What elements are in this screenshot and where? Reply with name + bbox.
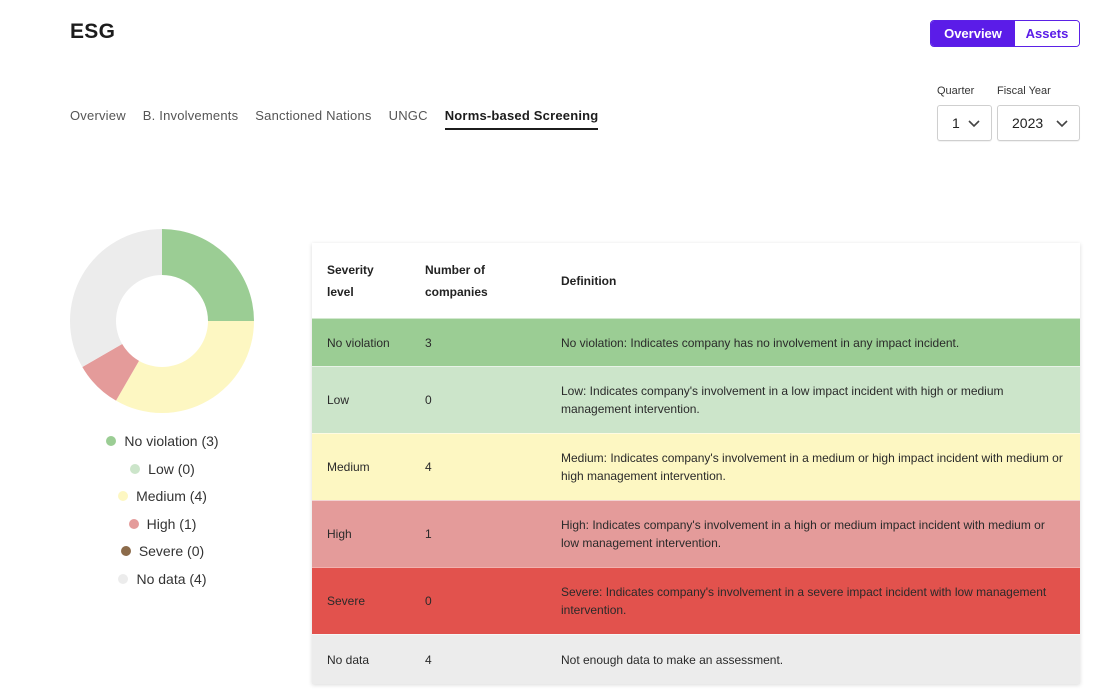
tab-sanctioned-nations[interactable]: Sanctioned Nations [255, 108, 372, 123]
table-header: Severity level Number of companies Definit… [312, 243, 1080, 318]
table-body: No violation 3 No violation: Indicates com… [312, 318, 1080, 684]
legend-item[interactable]: Low (0) [130, 460, 195, 479]
cell-count: 3 [425, 335, 432, 350]
table-row: Severe 0 Severe: Indicates company's invol… [312, 567, 1080, 634]
severity-donut-chart [70, 229, 254, 413]
donut-slice-no-data[interactable] [70, 229, 162, 367]
cell-definition: No violation: Indicates company has no i… [561, 335, 960, 350]
tab-overview[interactable]: Overview [70, 108, 126, 123]
assets-toggle-button[interactable]: Assets [1015, 21, 1079, 46]
header-number-of-companies: Number of companies [425, 262, 488, 299]
cell-severity: Severe [327, 594, 366, 608]
quarter-select[interactable]: 1 [937, 105, 992, 141]
cell-definition: Not enough data to make an assessment. [561, 652, 784, 667]
table-row: Low 0 Low: Indicates company's involvement… [312, 366, 1080, 433]
cell-definition: Low: Indicates company's involvement in … [561, 384, 1004, 416]
legend-label: Severe (0) [138, 543, 205, 560]
chevron-down-icon [968, 120, 980, 128]
header-severity-level: Severity level [327, 262, 374, 299]
cell-severity: Medium [327, 460, 370, 474]
tab-bar: Overview B. Involvements Sanctioned Nati… [70, 108, 599, 130]
cell-count: 0 [425, 594, 432, 608]
legend-dot-icon [128, 518, 139, 529]
quarter-label: Quarter [937, 85, 975, 97]
fiscal-year-select[interactable]: 2023 [997, 105, 1080, 141]
legend-item[interactable]: High (1) [128, 515, 197, 534]
table-row: Medium 4 Medium: Indicates company's invol… [312, 433, 1080, 500]
table-row: High 1 High: Indicates company's involveme… [312, 500, 1080, 567]
legend-dot-icon [120, 546, 131, 557]
table-row: No data 4 Not enough data to make an asses… [312, 634, 1080, 684]
tab-norms-based-screening[interactable]: Norms-based Screening [444, 108, 599, 130]
cell-definition: Medium: Indicates company's involvement … [561, 451, 1063, 483]
chart-legend: No violation (3) Low (0) Medium (4) High (1… [60, 432, 265, 588]
legend-dot-icon [118, 573, 129, 584]
severity-table: Severity level Number of companies Definit… [312, 243, 1080, 684]
chevron-down-icon [1056, 120, 1068, 128]
tab-ungc[interactable]: UNGC [388, 108, 428, 123]
cell-severity: Low [327, 393, 350, 407]
quarter-value: 1 [952, 115, 960, 131]
table-row: No violation 3 No violation: Indicates com… [312, 318, 1080, 366]
cell-count: 0 [425, 393, 432, 407]
cell-count: 4 [425, 652, 432, 667]
legend-label: No violation (3) [124, 433, 219, 450]
legend-label: High (1) [146, 515, 197, 532]
cell-severity: High [327, 527, 352, 541]
legend-label: No data (4) [136, 570, 207, 587]
fiscal-year-value: 2023 [1012, 115, 1044, 131]
legend-item[interactable]: No violation (3) [106, 432, 219, 451]
legend-dot-icon [106, 436, 117, 447]
cell-definition: High: Indicates company's involvement in… [561, 518, 1045, 550]
legend-label: Low (0) [148, 460, 195, 477]
legend-label: Medium (4) [136, 488, 207, 505]
fiscal-year-label: Fiscal Year [997, 85, 1051, 97]
legend-item[interactable]: No data (4) [118, 570, 207, 589]
legend-dot-icon [130, 463, 141, 474]
cell-severity: No data [327, 652, 370, 667]
legend-dot-icon [118, 491, 129, 502]
cell-severity: No violation [327, 335, 390, 350]
donut-slice-no-violation[interactable] [162, 229, 254, 321]
tab-b-involvements[interactable]: B. Involvements [142, 108, 239, 123]
cell-count: 1 [425, 527, 432, 541]
legend-item[interactable]: Medium (4) [118, 487, 207, 506]
cell-count: 4 [425, 460, 432, 474]
overview-toggle-button[interactable]: Overview [931, 21, 1015, 46]
donut-slice-high[interactable] [82, 344, 139, 401]
cell-definition: Severe: Indicates company's involvement … [561, 585, 1047, 617]
legend-item[interactable]: Severe (0) [120, 542, 205, 561]
header-definition: Definition [561, 273, 617, 288]
page-title: ESG [70, 20, 116, 43]
donut-slice-medium[interactable] [116, 321, 254, 413]
view-toggle: Overview Assets [930, 20, 1080, 47]
